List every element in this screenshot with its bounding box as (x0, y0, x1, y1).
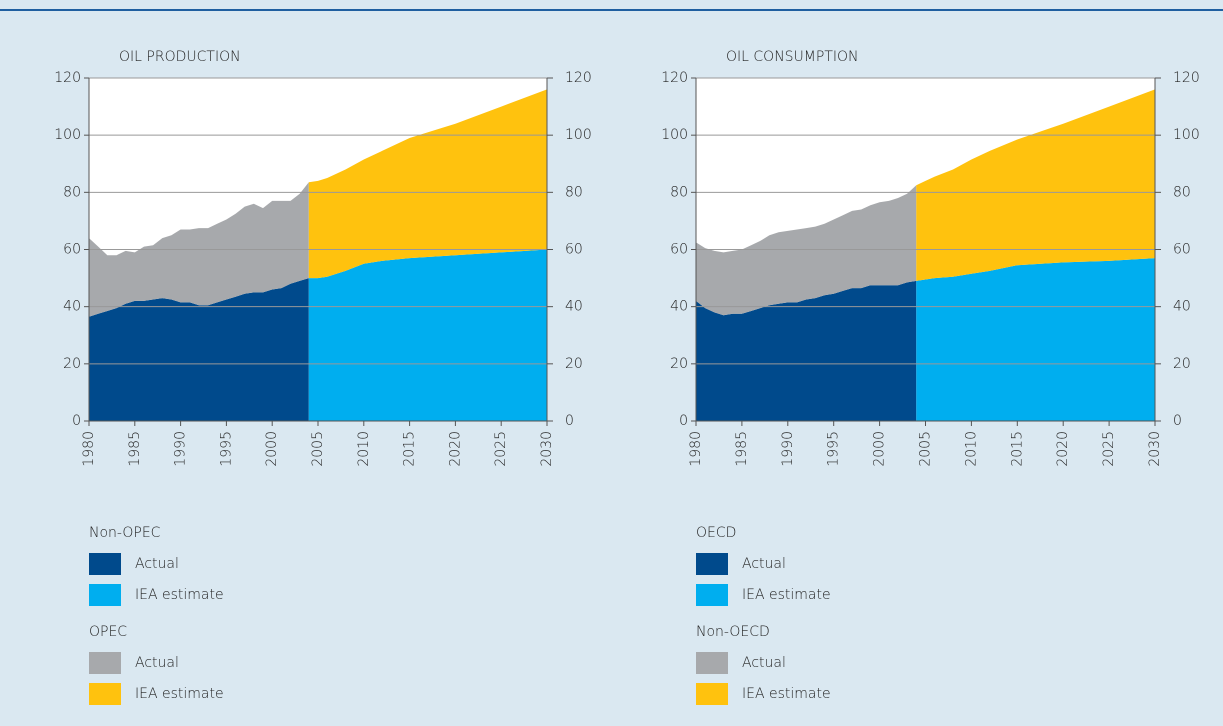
area (308, 89, 547, 279)
y2-tick-label: 100 (1173, 127, 1200, 143)
legend-swatch (696, 584, 728, 606)
top-rule (0, 9, 1223, 11)
y2-tick-label: 40 (565, 299, 583, 315)
y-tick-label: 80 (63, 184, 81, 200)
area (916, 258, 1155, 421)
y-tick-label: 40 (63, 299, 81, 315)
y2-tick-label: 80 (1173, 184, 1191, 200)
area (696, 185, 917, 316)
x-tick-label: 2010 (356, 431, 372, 467)
y2-tick-label: 60 (565, 242, 583, 258)
y2-tick-label: 0 (1173, 413, 1182, 429)
legend-label: IEA estimate (135, 587, 224, 603)
x-tick-label: 2025 (493, 431, 509, 467)
area (89, 278, 309, 421)
x-tick-label: 1990 (173, 431, 189, 467)
legend-label: Actual (742, 655, 786, 671)
x-tick-label: 1980 (688, 431, 704, 467)
legend-swatch (696, 683, 728, 705)
legend-label: IEA estimate (742, 686, 831, 702)
y2-tick-label: 20 (565, 356, 583, 372)
y2-tick-label: 40 (1173, 299, 1191, 315)
y-tick-label: 60 (670, 242, 688, 258)
y-tick-label: 20 (670, 356, 688, 372)
y-tick-label: 100 (54, 127, 81, 143)
legend-label: Actual (135, 556, 179, 572)
chart-title: OIL CONSUMPTION (726, 49, 859, 65)
legend-swatch (89, 553, 121, 575)
x-tick-label: 2005 (918, 431, 934, 467)
x-tick-label: 2010 (963, 431, 979, 467)
x-tick-label: 2000 (264, 431, 280, 467)
legend-group: Non-OECD (696, 624, 770, 640)
legend-label: Actual (135, 655, 179, 671)
x-tick-label: 2020 (447, 431, 463, 467)
x-tick-label: 1985 (734, 431, 750, 467)
y2-tick-label: 60 (1173, 242, 1191, 258)
x-tick-label: 2020 (1055, 431, 1071, 467)
legend-swatch (696, 652, 728, 674)
x-tick-label: 2000 (872, 431, 888, 467)
y2-tick-label: 0 (565, 413, 574, 429)
x-tick-label: 1990 (780, 431, 796, 467)
x-tick-label: 1980 (81, 431, 97, 467)
x-tick-label: 1995 (826, 431, 842, 467)
y2-tick-label: 100 (565, 127, 592, 143)
x-tick-label: 1995 (218, 431, 234, 467)
legend-label: Actual (742, 556, 786, 572)
legend-group: Non-OPEC (89, 525, 161, 541)
x-tick-label: 2030 (539, 431, 555, 467)
legend-group: OPEC (89, 624, 127, 640)
x-tick-label: 2005 (310, 431, 326, 467)
chart-title: OIL PRODUCTION (119, 49, 241, 65)
x-tick-label: 2025 (1101, 431, 1117, 467)
y-tick-label: 100 (661, 127, 688, 143)
legend-swatch (89, 683, 121, 705)
y-tick-label: 0 (72, 413, 81, 429)
area (916, 89, 1155, 281)
area (696, 280, 917, 421)
x-tick-label: 2015 (1009, 431, 1025, 467)
legend-swatch (696, 553, 728, 575)
area (308, 249, 547, 421)
legend-swatch (89, 652, 121, 674)
y-tick-label: 120 (54, 70, 81, 86)
legend-label: IEA estimate (135, 686, 224, 702)
x-tick-label: 1985 (127, 431, 143, 467)
y-tick-label: 60 (63, 242, 81, 258)
y-tick-label: 0 (679, 413, 688, 429)
x-tick-label: 2030 (1147, 431, 1163, 467)
y2-tick-label: 120 (565, 70, 592, 86)
x-tick-label: 2015 (402, 431, 418, 467)
legend-group: OECD (696, 525, 736, 541)
y2-tick-label: 120 (1173, 70, 1200, 86)
y2-tick-label: 80 (565, 184, 583, 200)
y-tick-label: 20 (63, 356, 81, 372)
y-tick-label: 40 (670, 299, 688, 315)
y-tick-label: 80 (670, 184, 688, 200)
y2-tick-label: 20 (1173, 356, 1191, 372)
legend-swatch (89, 584, 121, 606)
y-tick-label: 120 (661, 70, 688, 86)
legend-label: IEA estimate (742, 587, 831, 603)
